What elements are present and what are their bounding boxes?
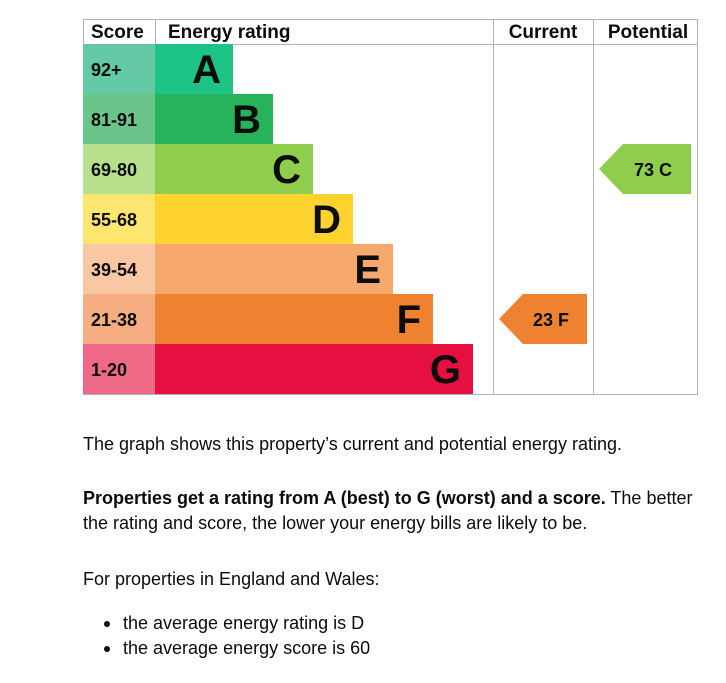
score-cells: 92+ 81-91 69-80 55-68 39-54 21-38 1-20 bbox=[83, 44, 155, 394]
score-cell-g bbox=[83, 344, 155, 394]
score-range-c: 69-80 bbox=[91, 160, 137, 180]
list-item-average-rating: the average energy rating is D bbox=[83, 611, 370, 636]
current-rating-arrow bbox=[499, 294, 587, 344]
band-bar-b bbox=[155, 94, 273, 144]
band-bar-g bbox=[155, 344, 473, 394]
band-bar-e bbox=[155, 244, 393, 294]
chart-headers: Score Energy rating Current Potential bbox=[91, 22, 688, 43]
score-cell-d bbox=[83, 194, 155, 244]
rating-scale-rest: The better the rating and score, the low… bbox=[83, 488, 693, 533]
header-score: Score bbox=[91, 22, 144, 43]
band-letter-c: C bbox=[272, 148, 301, 192]
potential-rating-label: 73 C bbox=[634, 160, 672, 180]
band-letter-a: A bbox=[192, 48, 221, 92]
header-potential: Potential bbox=[608, 22, 688, 43]
score-range-f: 21-38 bbox=[91, 310, 137, 330]
score-cell-f bbox=[83, 294, 155, 344]
potential-rating-arrow bbox=[599, 144, 691, 194]
band-bar-d bbox=[155, 194, 353, 244]
band-letter-g: G bbox=[430, 348, 461, 392]
score-range-b: 81-91 bbox=[91, 110, 137, 130]
score-cell-b bbox=[83, 94, 155, 144]
rating-markers: 23 F 73 C bbox=[499, 144, 691, 344]
score-range-e: 39-54 bbox=[91, 260, 137, 280]
score-cell-c bbox=[83, 144, 155, 194]
rating-scale-bold: Properties get a rating from A (best) to… bbox=[83, 488, 606, 508]
header-current: Current bbox=[509, 22, 578, 43]
header-energy-rating: Energy rating bbox=[168, 22, 290, 43]
current-rating-label: 23 F bbox=[533, 310, 569, 330]
band-bar-a bbox=[155, 44, 233, 94]
score-cell-a bbox=[83, 44, 155, 94]
averages-list: the average energy rating is D the avera… bbox=[83, 611, 370, 661]
band-letter-f: F bbox=[397, 298, 421, 342]
band-letter-d: D bbox=[312, 198, 341, 242]
regional-intro: For properties in England and Wales: bbox=[83, 569, 380, 589]
score-range-d: 55-68 bbox=[91, 210, 137, 230]
band-bar-c bbox=[155, 144, 313, 194]
chart-description: The graph shows this property’s current … bbox=[83, 434, 622, 454]
list-item-average-score: the average energy score is 60 bbox=[83, 636, 370, 661]
score-range-a: 92+ bbox=[91, 60, 122, 80]
score-range-g: 1-20 bbox=[91, 360, 127, 380]
score-cell-e bbox=[83, 244, 155, 294]
band-bar-f bbox=[155, 294, 433, 344]
epc-chart: 92+ 81-91 69-80 55-68 39-54 21-38 1-20 ABCDEFG… bbox=[83, 19, 698, 395]
band-letter-b: B bbox=[232, 98, 261, 142]
band-letter-e: E bbox=[354, 248, 381, 292]
rating-scale-explanation: Properties get a rating from A (best) to… bbox=[83, 486, 703, 536]
